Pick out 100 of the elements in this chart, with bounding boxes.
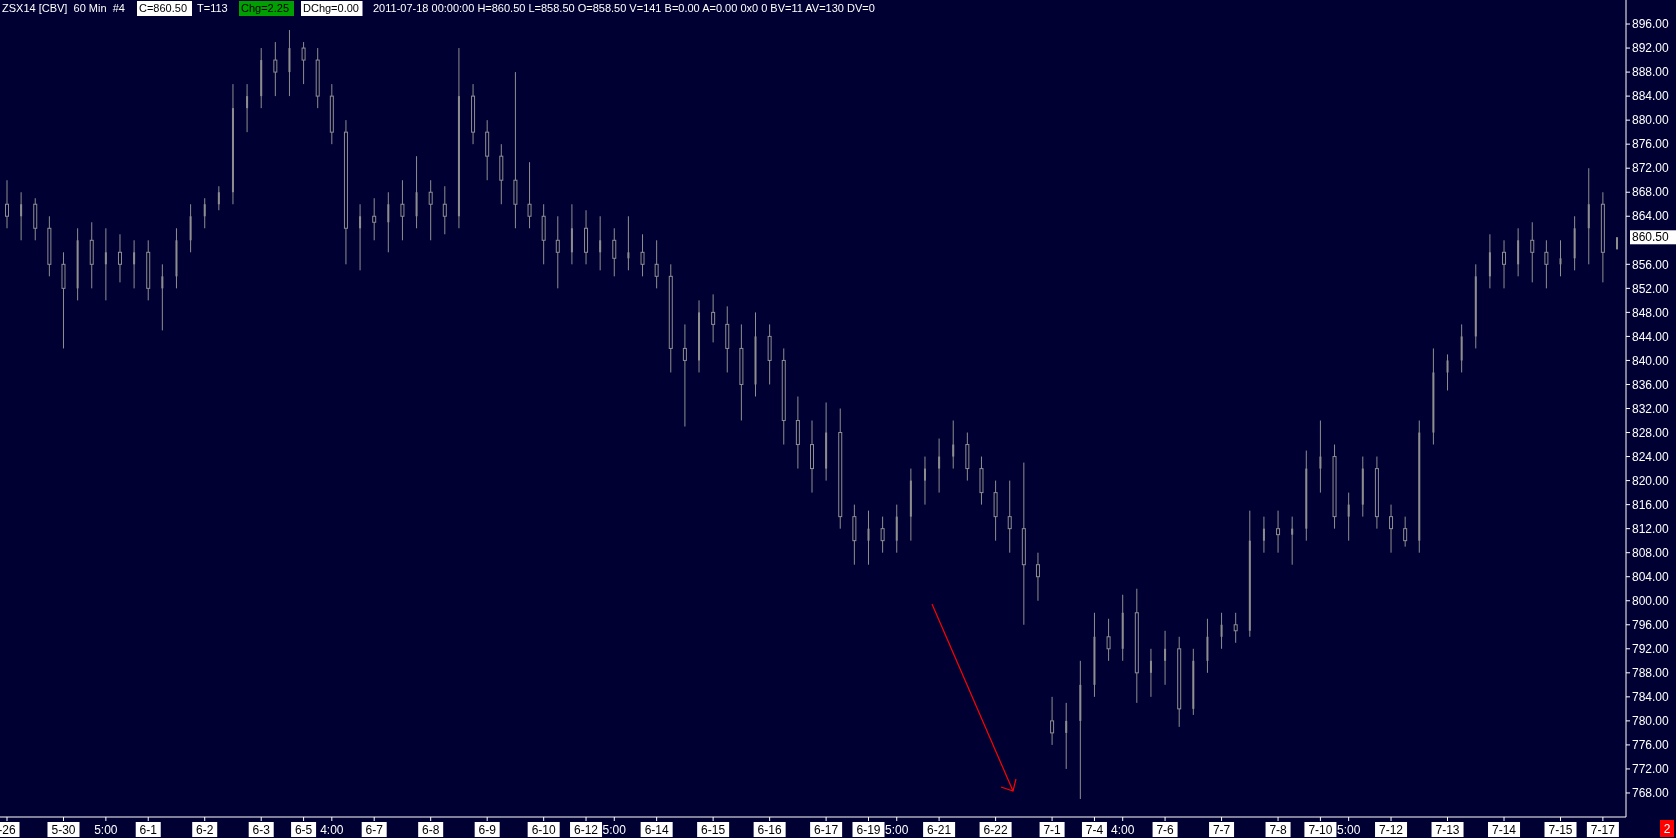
x-tick-label: 5-30 [51,823,76,838]
x-tick-label: 6-16 [757,823,782,838]
y-tick-label: 768.00 [1632,786,1670,801]
x-tick-label: 7-15 [1548,823,1573,838]
y-tick-label: 864.00 [1632,209,1670,224]
y-tick-label: 792.00 [1632,641,1670,656]
x-tick-label: 7-12 [1379,823,1404,838]
y-tick-label: 880.00 [1632,113,1670,128]
x-tick-label: 7-7 [1212,823,1231,838]
x-tick-label: 6-10 [531,823,556,838]
y-tick-label: 888.00 [1632,65,1670,80]
x-tick-label: 7-17 [1590,823,1616,838]
candlestick [1262,516,1265,554]
candlestick [372,197,377,241]
candlestick [682,323,687,428]
candlestick [217,185,220,211]
candlestick [400,179,405,241]
candlestick [1616,236,1618,250]
x-tick-label: 6-8 [422,823,440,838]
y-tick-label: 824.00 [1632,449,1670,464]
candlestick [627,215,630,271]
x-tick-label: 6-22 [983,823,1008,838]
candlestick [1035,552,1040,602]
y-tick-label: 816.00 [1632,497,1670,512]
candlestick [5,179,9,229]
candlestick [1164,630,1167,686]
candlestick [1276,510,1281,554]
x-tick-label: 5:00 [885,823,909,838]
x-tick-label: 6-14 [644,823,669,838]
annotation: DChg=0.00 [303,2,359,14]
x-tick-label: 6-5 [294,823,313,838]
y-tick-label: 884.00 [1632,89,1670,104]
candlestick [640,233,645,277]
y-tick-label: 872.00 [1632,161,1670,176]
candlestick [20,191,23,241]
candlestick [1389,504,1394,554]
annotation: Chg=2.25 [241,2,290,14]
y-tick-label: 800.00 [1632,593,1670,608]
candlestick [1106,618,1111,662]
y-tick-label: 788.00 [1632,666,1670,681]
candlestick [1530,221,1535,283]
candlestick [1347,492,1350,542]
candlestick [1446,353,1449,391]
x-tick-label: 4:00 [320,823,344,838]
candlestick [1559,239,1562,277]
candlestick [1319,420,1322,494]
candlestick [599,215,602,271]
x-tick-label: 7-10 [1308,823,1333,838]
annotation: C=860.50 [139,2,188,14]
text: 860.50 [1632,230,1670,245]
x-tick-label: 7-1 [1043,823,1062,838]
x-tick-label: 5:00 [1336,823,1361,838]
candlestick [442,185,447,235]
x-tick-label: 6-12 [574,823,599,838]
x-tick-label: 6-21 [927,823,952,838]
y-tick-label: 892.00 [1632,41,1670,56]
candlestick [161,263,164,331]
candlestick [1233,612,1238,644]
y-tick-label: 812.00 [1632,521,1670,536]
y-tick-label: 828.00 [1632,425,1670,440]
x-tick-label: 6-19 [856,823,881,838]
x-tick-label: 6-2 [196,823,214,838]
candlestick [867,510,870,566]
candlestick [1291,516,1294,566]
y-tick-label: 784.00 [1632,690,1670,705]
x-tick-label: 4:00 [1111,823,1135,838]
x-tick-label: 7-14 [1492,823,1517,838]
y-tick-label: 856.00 [1632,257,1670,272]
annotation: 2011-07-18 00:00:00 H=860.50 L=858.50 O=858.50 V=141 B=0.00 A=0.00 0x0 0 BV=11 AV=130 DV=0 [373,2,875,14]
annotation: T=113 [197,2,228,14]
candlestick [1050,696,1055,746]
x-tick-label: 5:00 [602,823,627,838]
x-tick-label: 6-17 [814,823,839,838]
x-tick-label: 6-1 [139,823,158,838]
y-tick-label: 848.00 [1632,305,1670,320]
candlestick [246,83,249,133]
y-tick-label: 840.00 [1632,353,1670,368]
candlestick [555,215,560,289]
x-tick-label: 7-8 [1269,823,1288,838]
x-tick-label: 7-13 [1435,823,1460,838]
candlestick [203,197,206,229]
x-tick-label: 6-9 [478,823,497,838]
candlestick [527,161,532,229]
x-tick-label: 7-4 [1085,823,1104,838]
y-tick-label: 836.00 [1632,377,1670,392]
y-tick-label: 808.00 [1632,545,1670,560]
candlestick [273,41,278,97]
candlestick [698,299,701,373]
candlestick [428,179,433,241]
candlestick [1544,239,1549,289]
candlestick [387,191,390,253]
x-tick-label: 6-3 [252,823,271,838]
candlestick [654,239,659,289]
y-tick-label: 796.00 [1632,617,1670,632]
y-tick-label: 868.00 [1632,185,1670,200]
candlestick [612,227,617,277]
candlestick [880,516,885,554]
candlestick [1502,239,1507,289]
x-tick-label: 6-7 [365,823,384,838]
x-tick-label: 6-15 [701,823,726,838]
